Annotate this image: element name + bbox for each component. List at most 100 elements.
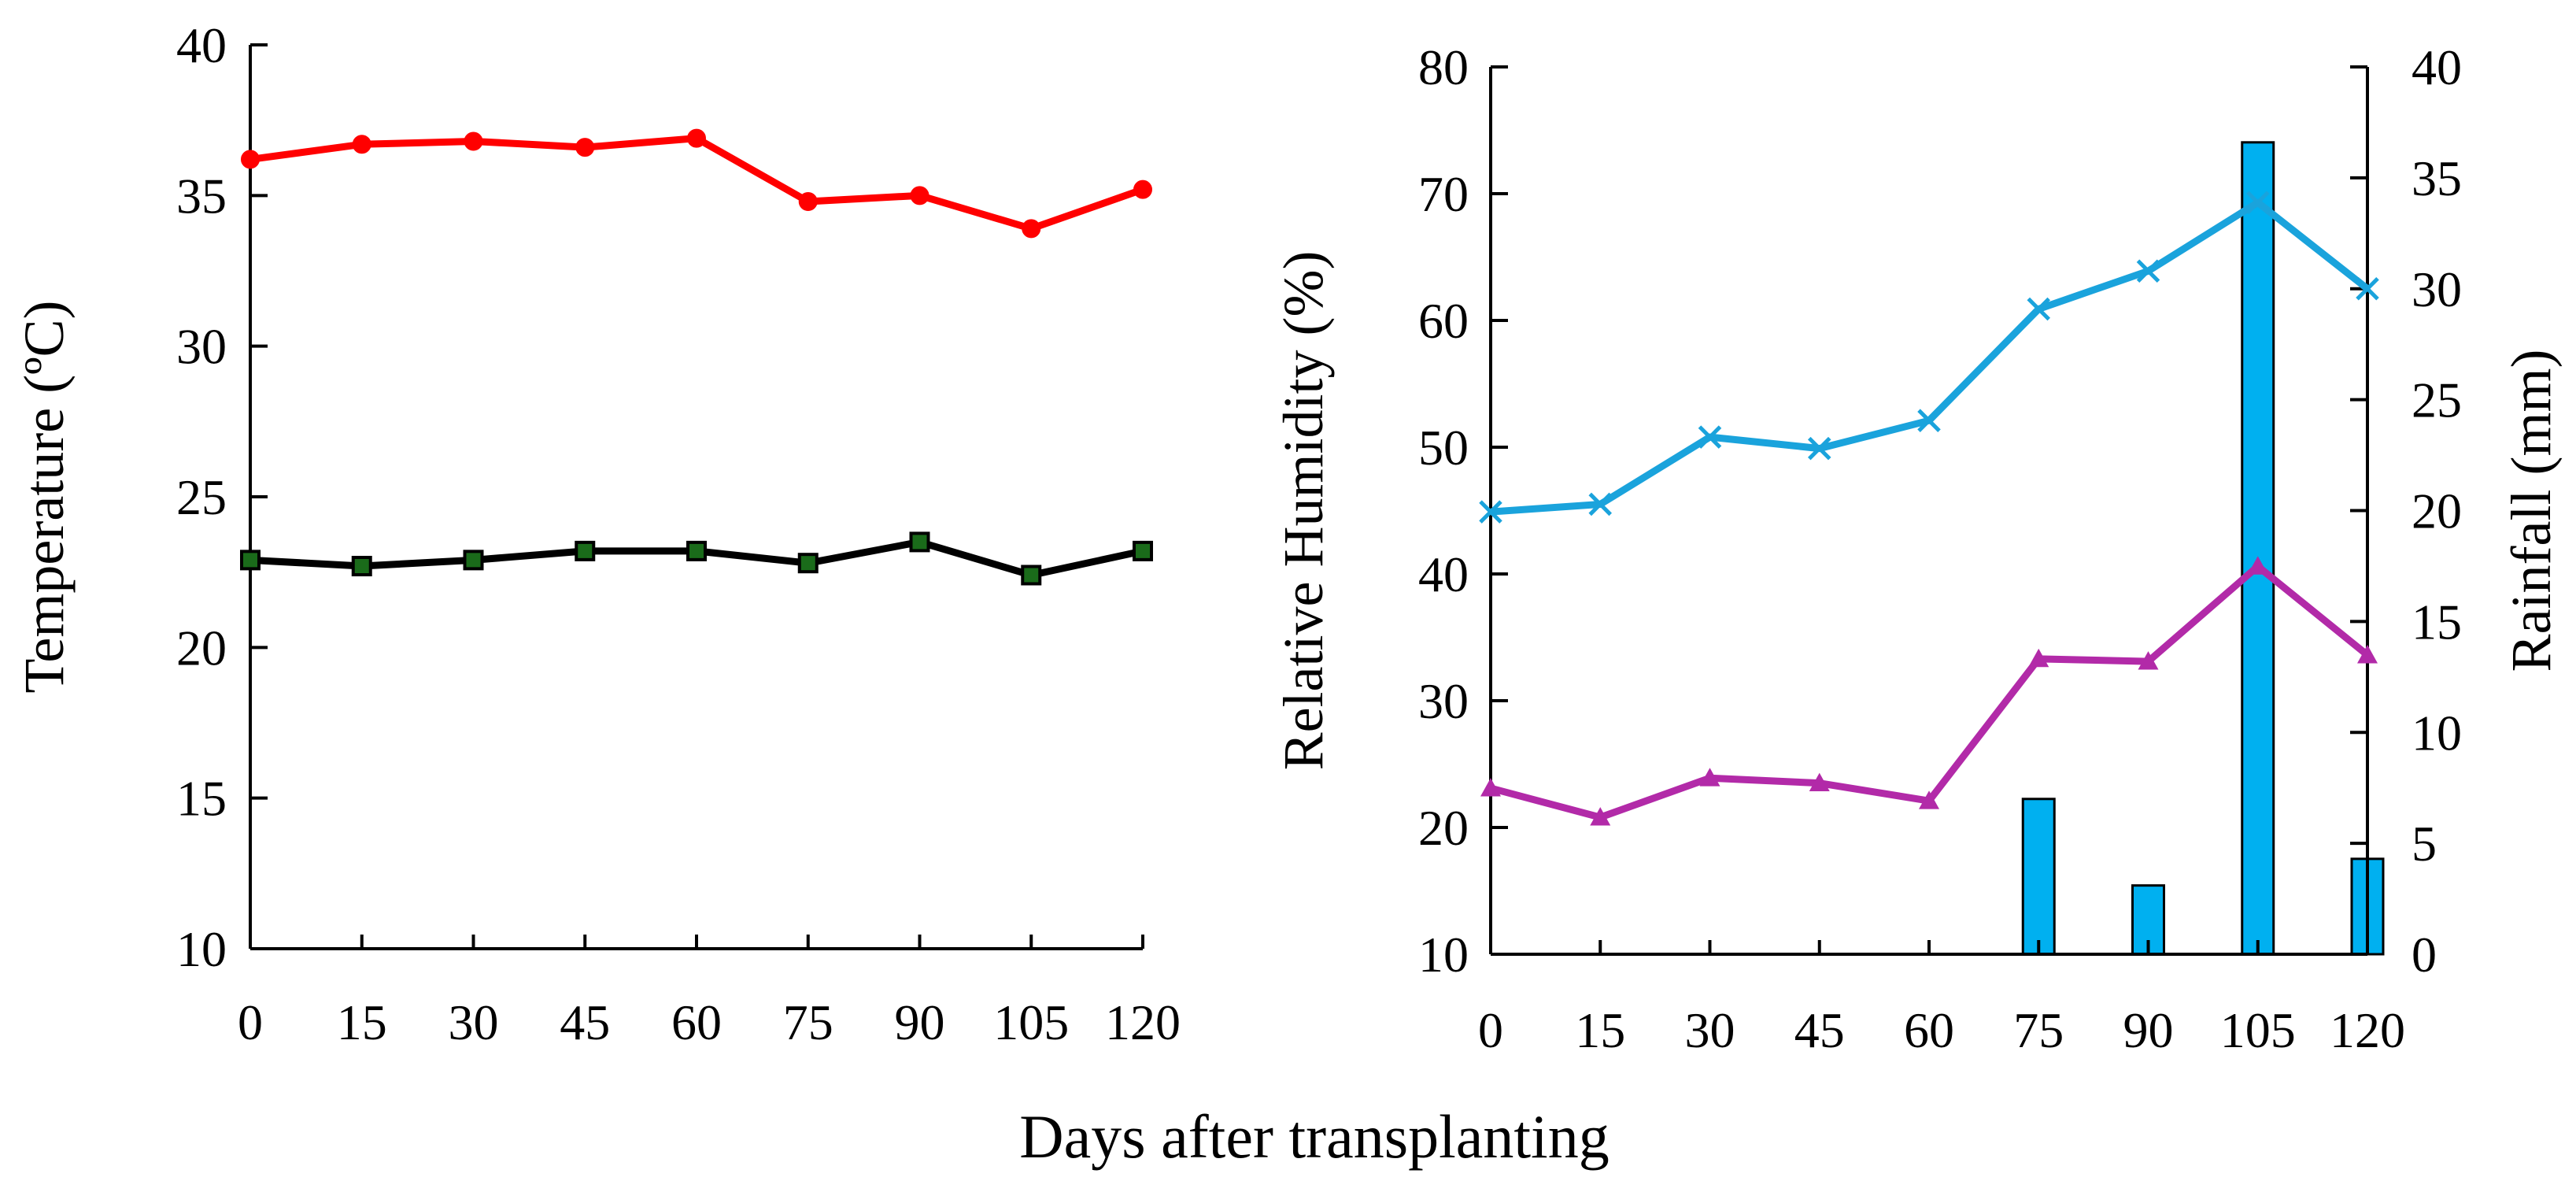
x-tick-label: 0 (1478, 1002, 1503, 1058)
data-point (2028, 648, 2049, 668)
y-right-tick-label: 30 (2412, 261, 2462, 317)
data-point (2136, 259, 2160, 283)
data-point (1588, 492, 1613, 516)
y-tick-label: 20 (1418, 800, 1469, 856)
x-tick-label: 30 (1685, 1002, 1735, 1058)
data-point-stroke (2245, 191, 2270, 215)
x-tick-label: 105 (2220, 1002, 2296, 1058)
data-point (352, 135, 371, 154)
data-point (797, 553, 819, 574)
data-point-stroke (2356, 276, 2379, 301)
data-point-stroke (1917, 409, 1941, 432)
y-right-tick-label: 35 (2412, 150, 2462, 206)
data-point (910, 186, 930, 205)
x-tick-label: 90 (2123, 1002, 2174, 1058)
data-point (463, 550, 484, 571)
data-point (1480, 778, 1501, 797)
y-tick-label: 10 (176, 921, 227, 977)
data-point (2247, 556, 2268, 575)
data-point (798, 191, 818, 211)
data-point-stroke (1588, 492, 1613, 516)
y-axis-title: Temperature (ºC) (13, 300, 76, 693)
data-point (241, 150, 260, 169)
data-point-stroke (2136, 259, 2160, 283)
y-tick-label: 15 (176, 771, 227, 827)
y-tick-label: 10 (1418, 927, 1469, 983)
data-point (1699, 768, 1720, 787)
y-right-tick-label: 20 (2412, 483, 2462, 539)
series-line (1490, 198, 2370, 516)
y-right-tick-label: 10 (2412, 705, 2462, 761)
y-tick-label: 60 (1418, 293, 1469, 349)
data-point (1133, 540, 1153, 561)
data-point (1133, 180, 1152, 199)
data-point (909, 531, 930, 553)
x-tick-label: 60 (1904, 1002, 1954, 1058)
data-point (1590, 807, 1611, 826)
y-right-tick-label: 5 (2412, 816, 2437, 872)
data-point (1919, 790, 1939, 809)
data-point-stroke (1807, 436, 1831, 461)
y-axis-right-title: Rainfall (mm) (2500, 350, 2563, 672)
data-point (464, 131, 483, 151)
series-line (1489, 562, 2370, 821)
data-point (2357, 645, 2378, 664)
x-tick-label: 120 (2330, 1002, 2405, 1058)
y-tick-label: 40 (176, 17, 227, 73)
y-tick-label: 40 (1418, 546, 1469, 602)
y-right-tick-label: 15 (2412, 594, 2462, 650)
data-point (2245, 191, 2270, 215)
x-tick-label: 45 (560, 994, 610, 1050)
temperature-chart: 10 15 20 25 30 35 40 0 15 30 45 60 75 90 105 120 Tempera… (13, 17, 1181, 1050)
rainfall-bar (2021, 798, 2056, 956)
data-point-stroke (2027, 297, 2051, 321)
y-tick-label: 30 (1418, 673, 1469, 729)
x-tick-label: 90 (895, 994, 945, 1050)
x-tick-label: 75 (2013, 1002, 2064, 1058)
x-tick-label: 120 (1105, 994, 1181, 1050)
data-point (1698, 425, 1722, 449)
x-tick-label: 0 (238, 994, 263, 1050)
data-point (2356, 276, 2379, 301)
data-point (1809, 772, 1830, 792)
data-point-stroke (1698, 425, 1722, 449)
y-tick-label: 70 (1418, 166, 1469, 222)
y-tick-label: 30 (176, 319, 227, 375)
data-point (240, 550, 261, 571)
x-tick-label: 15 (1575, 1002, 1625, 1058)
data-point (1807, 436, 1831, 461)
x-tick-label: 30 (449, 994, 499, 1050)
data-point (351, 556, 372, 577)
data-point (1479, 500, 1502, 524)
x-tick-label: 60 (671, 994, 722, 1050)
data-point (2138, 651, 2159, 670)
data-point (686, 540, 707, 561)
x-tick-label: 15 (337, 994, 387, 1050)
x-tick-label: 45 (1794, 1002, 1845, 1058)
data-point (575, 138, 595, 157)
x-tick-label: 105 (993, 994, 1069, 1050)
x-tick-label: 75 (783, 994, 833, 1050)
data-point (575, 540, 596, 561)
data-point (1022, 219, 1041, 239)
data-point (687, 128, 706, 148)
series-line (249, 135, 1144, 232)
y-tick-label: 35 (176, 168, 227, 224)
y-right-tick-label: 40 (2412, 39, 2462, 95)
data-point (2027, 297, 2051, 321)
y-tick-label: 50 (1418, 420, 1469, 476)
data-point-stroke (1479, 500, 1502, 524)
data-point (1021, 565, 1042, 586)
y-tick-label: 80 (1418, 39, 1469, 95)
humidity-rainfall-chart: 10 20 30 40 50 60 70 80 0 5 10 15 20 25 30 35 40 0 15 30 45 6… (1272, 39, 2563, 1058)
y-right-tick-label: 0 (2412, 927, 2437, 983)
y-tick-label: 25 (176, 469, 227, 525)
x-axis-title: Days after transplanting (1019, 1102, 1609, 1171)
y-axis-title: Relative Humidity (%) (1272, 251, 1335, 771)
data-point (1917, 409, 1941, 432)
rainfall-bar (2241, 141, 2275, 956)
y-tick-label: 20 (176, 620, 227, 676)
y-right-tick-label: 25 (2412, 372, 2462, 428)
